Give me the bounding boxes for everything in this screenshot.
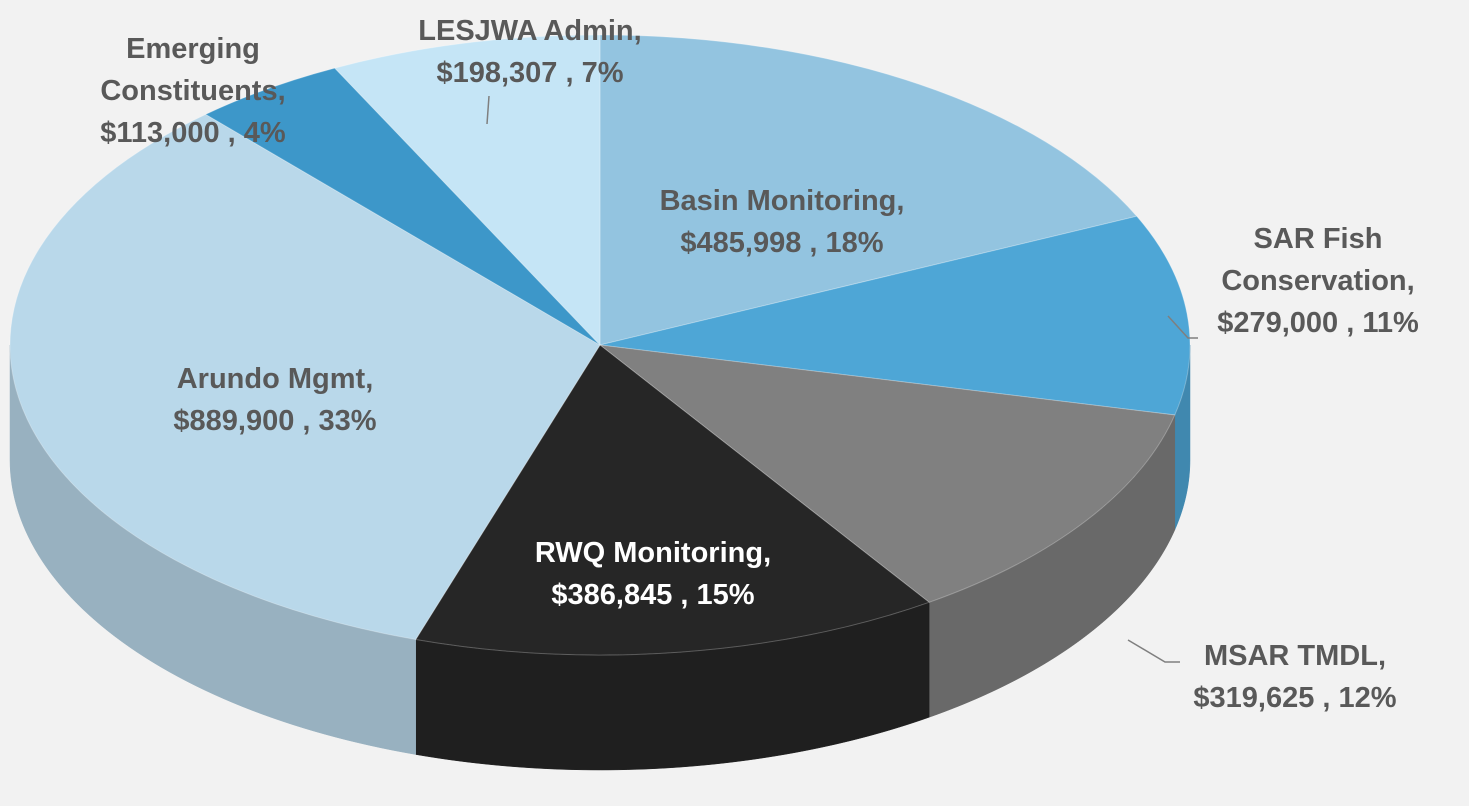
data-label: Basin Monitoring, $485,998 , 18% [562, 180, 1002, 264]
pie-slice [599, 215, 1191, 416]
percent-label: 7% [581, 57, 624, 89]
value-label: $319,625 [1193, 682, 1315, 714]
data-label: MSAR TMDL, $319,625 , 12% [1145, 635, 1445, 719]
label-category: Basin Monitoring, [659, 185, 905, 217]
label-value: $319,625 , 12% [1145, 677, 1445, 719]
pie-slice [598, 344, 1176, 603]
data-label: Arundo Mgmt, $889,900 , 33% [65, 358, 485, 442]
percent-label: 11% [1362, 307, 1419, 339]
label-separator: , [801, 227, 826, 259]
value-label: $485,998 [680, 227, 802, 259]
label-category: MSAR TMDL, [1203, 640, 1387, 672]
label-separator: , [1338, 307, 1363, 339]
label-value: $198,307 , 7% [340, 52, 720, 94]
leader-line [1127, 639, 1180, 663]
label-separator: , [294, 405, 319, 437]
percent-label: 15% [696, 579, 755, 611]
label-value: $889,900 , 33% [65, 400, 485, 442]
label-category: Emerging Constituents, [100, 33, 286, 107]
label-category: RWQ Monitoring, [534, 537, 772, 569]
leader-line [1167, 315, 1198, 339]
label-category: Arundo Mgmt, [176, 363, 374, 395]
pie-slice [414, 344, 931, 656]
value-label: $279,000 [1217, 307, 1339, 339]
pie-slice [9, 113, 601, 641]
pie-slice [599, 34, 1138, 346]
label-separator: , [219, 117, 244, 149]
value-label: $386,845 [551, 579, 673, 611]
leader-lines [486, 95, 1198, 663]
value-label: $889,900 [173, 405, 295, 437]
label-separator: , [1314, 682, 1339, 714]
label-value: $386,845 , 15% [443, 574, 863, 616]
label-separator: , [557, 57, 582, 89]
data-label: LESJWA Admin, $198,307 , 7% [340, 10, 720, 94]
label-separator: , [672, 579, 697, 611]
label-value: $279,000 , 11% [1188, 302, 1448, 344]
value-label: $113,000 [100, 117, 220, 149]
percent-label: 12% [1338, 682, 1397, 714]
value-label: $198,307 [436, 57, 558, 89]
pie-tops [9, 34, 1191, 656]
data-label: SAR Fish Conservation, $279,000 , 11% [1188, 218, 1448, 344]
leader-line [486, 95, 490, 125]
data-label: Emerging Constituents, $113,000 , 4% [73, 28, 313, 154]
pie-slice [333, 34, 601, 347]
percent-label: 4% [243, 117, 286, 149]
percent-label: 18% [825, 227, 884, 259]
pie-slice [204, 67, 601, 346]
label-value: $485,998 , 18% [562, 222, 1002, 264]
label-category: SAR Fish Conservation, [1221, 223, 1415, 297]
pie-sides [9, 344, 1191, 771]
percent-label: 33% [318, 405, 377, 437]
label-category: LESJWA Admin, [418, 15, 642, 47]
label-value: $113,000 , 4% [73, 112, 313, 154]
data-label: RWQ Monitoring, $386,845 , 15% [443, 532, 863, 616]
